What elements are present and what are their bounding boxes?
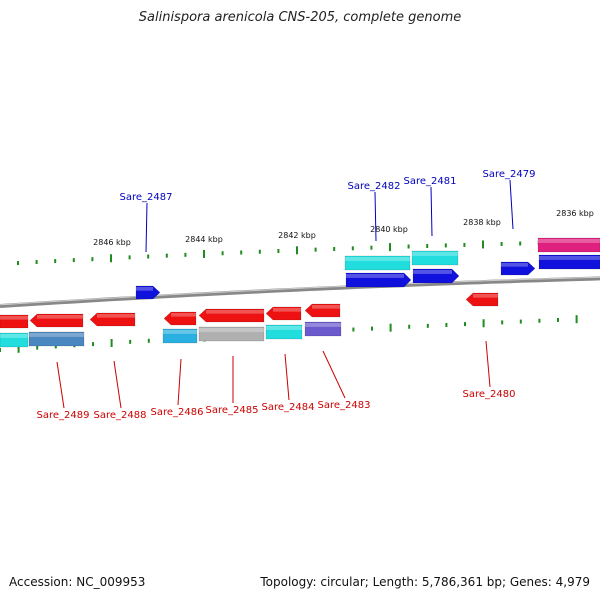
scale-label: 2840 kbp — [370, 225, 408, 234]
gene-leader-line — [56, 361, 65, 409]
gene-arrow-highlight — [199, 328, 264, 332]
gene-arrow — [304, 321, 342, 337]
gene-arrow — [538, 254, 600, 270]
gene-arrow-highlight — [29, 333, 84, 337]
gene-arrow — [198, 308, 265, 323]
gene-arrow-highlight — [305, 323, 341, 327]
gene-leader-line — [322, 350, 346, 399]
gene-leader-line — [145, 202, 148, 253]
gene-label-forward: Sare_2487 — [120, 192, 173, 203]
gene-label-forward: Sare_2481 — [404, 176, 457, 187]
gene-arrow-highlight — [206, 310, 264, 314]
gene-label-reverse: Sare_2489 — [37, 410, 90, 421]
gene-leader-line — [485, 340, 491, 388]
gene-arrow-highlight — [412, 252, 458, 256]
gene-leader-line — [430, 186, 433, 237]
gene-arrow-highlight — [473, 294, 498, 298]
genome-backbone — [0, 276, 600, 308]
gene-arrow-highlight — [538, 239, 600, 243]
scale-label: 2838 kbp — [463, 218, 501, 227]
gene-arrow — [465, 292, 499, 307]
accession-label: Accession: NC_009953 — [9, 575, 146, 589]
gene-leader-line — [374, 191, 377, 242]
gene-arrow — [89, 312, 136, 327]
gene-arrow-highlight — [266, 326, 302, 330]
gene-arrow — [135, 285, 161, 300]
gene-arrow-highlight — [171, 313, 196, 317]
gene-label-reverse: Sare_2486 — [151, 407, 204, 418]
gene-arrow-highlight — [163, 330, 197, 334]
gene-label-reverse: Sare_2488 — [94, 410, 147, 421]
gene-arrow — [162, 328, 198, 344]
gene-arrow — [198, 326, 265, 342]
gene-arrow-highlight — [0, 334, 28, 338]
gene-arrow-highlight — [37, 315, 83, 319]
gene-arrow-highlight — [539, 256, 600, 260]
gene-arrow-highlight — [346, 274, 404, 278]
gene-label-reverse: Sare_2485 — [206, 405, 259, 416]
gene-arrow — [265, 324, 303, 340]
gene-label-reverse: Sare_2480 — [463, 389, 516, 400]
map-title: Salinispora arenicola CNS-205, complete … — [138, 10, 462, 25]
gene-arrow-highlight — [312, 305, 340, 309]
scale-label: 2846 kbp — [93, 238, 131, 247]
gene-arrow-highlight — [136, 287, 153, 291]
scale-label: 2844 kbp — [185, 235, 223, 244]
gene-arrow — [0, 314, 29, 329]
gene-label-forward: Sare_2479 — [483, 169, 536, 180]
gene-leader-line — [113, 360, 122, 409]
gene-arrow-highlight — [273, 308, 301, 312]
gene-arrow — [412, 268, 460, 284]
genome-summary: Topology: circular; Length: 5,786,361 bp… — [260, 575, 590, 589]
gene-arrow-highlight — [97, 314, 135, 318]
gene-label-reverse: Sare_2484 — [262, 402, 315, 413]
gene-leader-line — [284, 353, 290, 401]
genome-backbone-highlight — [0, 276, 600, 306]
gene-arrow — [28, 331, 85, 347]
gene-arrow — [163, 311, 197, 326]
scale-label: 2836 kbp — [556, 209, 594, 218]
gene-arrow — [344, 255, 411, 271]
gene-arrow — [29, 313, 84, 328]
gene-arrow — [537, 237, 600, 253]
gene-arrow — [345, 272, 412, 288]
scale-label: 2842 kbp — [278, 231, 316, 240]
gene-label-forward: Sare_2482 — [348, 181, 401, 192]
gene-arrow-highlight — [413, 270, 452, 274]
gene-arrow — [500, 261, 536, 276]
gene-arrow — [411, 250, 459, 266]
gene-arrow-highlight — [0, 316, 28, 320]
gene-label-reverse: Sare_2483 — [318, 400, 371, 411]
gene-arrow — [265, 306, 302, 321]
gene-arrow — [0, 332, 29, 348]
gene-leader-line — [509, 179, 514, 230]
gene-arrow — [304, 303, 341, 318]
gene-leader-line — [177, 358, 182, 406]
gene-arrow-highlight — [345, 257, 410, 261]
gene-arrow-highlight — [501, 263, 528, 267]
